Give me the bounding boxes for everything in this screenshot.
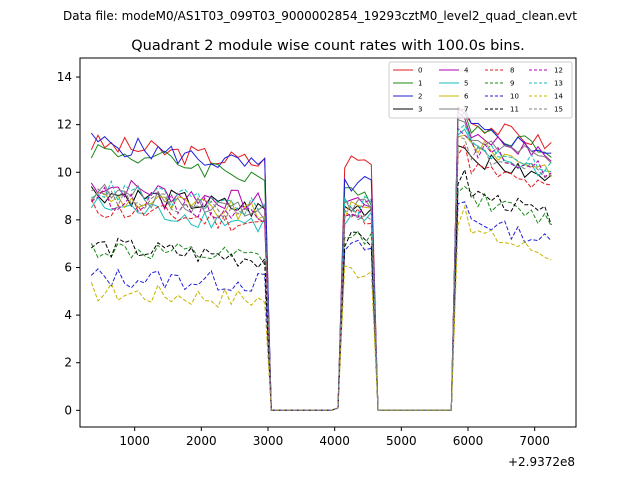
legend-label-10: 10 xyxy=(510,93,519,101)
y-tick-label: 8 xyxy=(64,213,72,227)
x-tick-label: 1000 xyxy=(119,434,150,448)
legend-label-7: 7 xyxy=(464,106,468,114)
legend-label-14: 14 xyxy=(554,93,563,101)
plot-lines xyxy=(90,105,552,411)
legend-label-6: 6 xyxy=(464,93,469,101)
legend-label-9: 9 xyxy=(510,80,514,88)
y-tick-label: 10 xyxy=(57,165,72,179)
x-tick-label: 6000 xyxy=(453,434,484,448)
legend-label-13: 13 xyxy=(554,80,563,88)
y-tick-label: 4 xyxy=(64,308,72,322)
y-tick-label: 6 xyxy=(64,260,72,274)
legend-label-2: 2 xyxy=(418,93,422,101)
legend-label-15: 15 xyxy=(554,106,563,114)
legend-label-4: 4 xyxy=(464,67,469,75)
legend-box xyxy=(388,61,573,119)
x-tick-label: 7000 xyxy=(519,434,550,448)
legend-label-5: 5 xyxy=(464,80,468,88)
x-tick-label: 3000 xyxy=(253,434,284,448)
legend-label-12: 12 xyxy=(554,67,563,75)
y-tick-label: 12 xyxy=(57,118,72,132)
chart-title: Quadrant 2 module wise count rates with … xyxy=(131,38,525,54)
y-tick-label: 2 xyxy=(64,356,72,370)
x-offset-label: +2.9372e8 xyxy=(508,455,575,469)
series-line-9 xyxy=(90,185,552,411)
series-line-15 xyxy=(91,135,552,411)
x-tick-label: 2000 xyxy=(186,434,217,448)
y-tick-label: 14 xyxy=(57,70,72,84)
legend-label-11: 11 xyxy=(510,106,519,114)
x-tick-label: 5000 xyxy=(386,434,417,448)
series-line-11 xyxy=(90,168,552,411)
x-tick-label: 4000 xyxy=(319,434,350,448)
legend-label-0: 0 xyxy=(418,67,422,75)
legend-label-8: 8 xyxy=(510,67,514,75)
axes-frame xyxy=(79,57,577,428)
y-tick-label: 0 xyxy=(64,403,72,417)
legend-label-3: 3 xyxy=(418,106,422,114)
suptitle: Data file: modeM0/AS1T03_099T03_90000028… xyxy=(63,9,577,23)
legend-label-1: 1 xyxy=(418,80,422,88)
